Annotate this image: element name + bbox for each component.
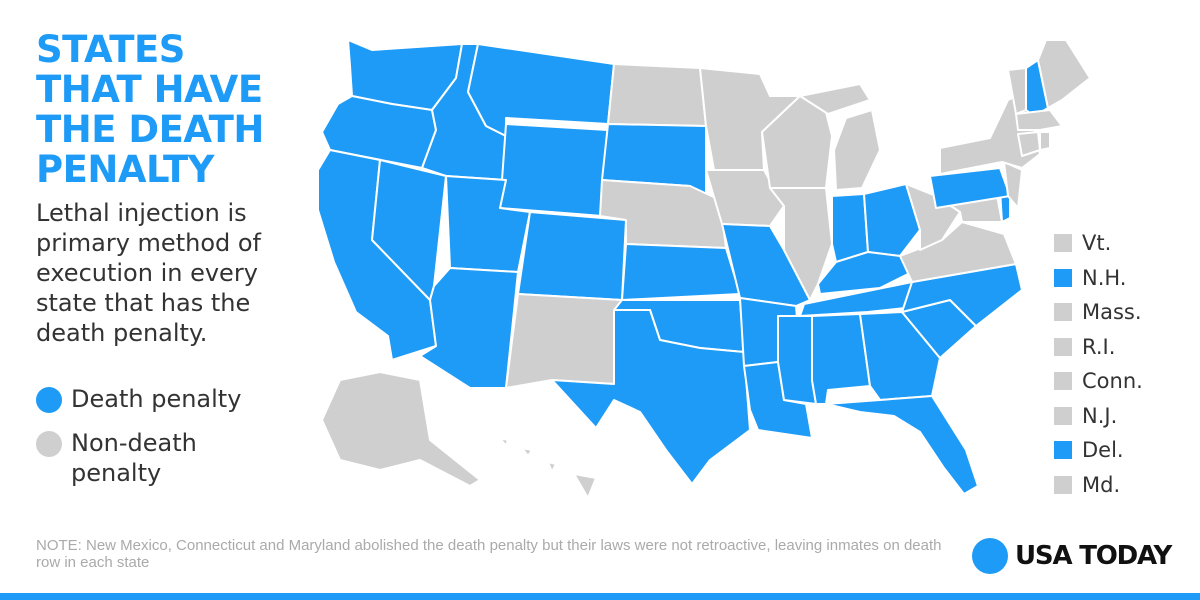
brand-name: USA TODAY <box>1015 541 1172 571</box>
state-co <box>517 211 627 301</box>
small-state-label: Vt. <box>1082 231 1112 256</box>
brand-dot-icon <box>972 538 1008 574</box>
state-mt <box>467 43 615 137</box>
footnote: NOTE: New Mexico, Connecticut and Maryla… <box>36 537 942 571</box>
legend-item-death: Death penalty <box>36 384 271 414</box>
state-oh <box>863 183 921 257</box>
legend-dot-non-death <box>36 431 62 457</box>
legend-label: Non-death penalty <box>71 429 197 487</box>
small-state-row: Conn. <box>1054 364 1143 399</box>
legend-item-non-death: Non-death penalty <box>36 428 271 488</box>
small-state-label: R.I. <box>1082 334 1116 359</box>
state-nd <box>607 63 707 127</box>
small-state-label: Conn. <box>1082 369 1143 394</box>
map-subtitle: Lethal injection is primary method of ex… <box>36 199 261 347</box>
title-line: STATES <box>36 28 185 71</box>
state-tx <box>551 309 751 485</box>
title-line: THE DEATH <box>36 108 264 151</box>
small-state-row: N.H. <box>1054 261 1143 296</box>
legend-dot-death <box>36 387 62 413</box>
state-ms <box>777 315 817 405</box>
state-ak <box>321 371 481 487</box>
state-hi <box>499 437 597 499</box>
state-mi <box>799 83 881 191</box>
small-state-swatch <box>1054 372 1072 391</box>
legend-label: Death penalty <box>71 385 242 413</box>
small-state-swatch <box>1054 441 1072 460</box>
small-state-swatch <box>1054 303 1072 322</box>
state-fl <box>825 395 979 495</box>
bottom-bar <box>0 593 1200 600</box>
states-layer <box>317 39 1091 499</box>
state-in <box>831 193 869 263</box>
state-ri <box>1039 131 1051 151</box>
state-ia <box>705 169 785 227</box>
state-ma <box>1015 109 1063 131</box>
state-nj <box>1003 161 1023 209</box>
state-me <box>1037 39 1091 109</box>
small-state-label: N.J. <box>1082 403 1118 428</box>
small-state-label: Md. <box>1082 472 1121 497</box>
small-state-swatch <box>1054 337 1072 356</box>
title-line: THAT HAVE <box>36 68 263 111</box>
state-wy <box>499 123 609 217</box>
brand-logo: USA TODAY <box>972 538 1172 574</box>
small-state-row: Md. <box>1054 468 1143 503</box>
state-il <box>769 187 833 301</box>
small-state-row: Del. <box>1054 433 1143 468</box>
small-state-row: R.I. <box>1054 330 1143 365</box>
small-state-row: Vt. <box>1054 226 1143 261</box>
small-state-label: Mass. <box>1082 300 1142 325</box>
small-state-label: Del. <box>1082 438 1124 463</box>
legend: Death penalty Non-death penalty <box>36 384 271 502</box>
title-line: PENALTY <box>36 148 214 191</box>
state-az <box>419 267 519 389</box>
small-state-row: N.J. <box>1054 399 1143 434</box>
small-state-row: Mass. <box>1054 295 1143 330</box>
small-state-label: N.H. <box>1082 265 1127 290</box>
small-state-swatch <box>1054 406 1072 425</box>
small-states-list: Vt. N.H. Mass. R.I. Conn. N.J. Del. Md. <box>1054 226 1143 502</box>
small-state-swatch <box>1054 268 1072 287</box>
small-state-swatch <box>1054 234 1072 253</box>
state-ks <box>621 243 741 301</box>
small-state-swatch <box>1054 475 1072 494</box>
map-title: STATES THAT HAVE THE DEATH PENALTY <box>36 30 316 190</box>
state-nm <box>505 293 623 389</box>
